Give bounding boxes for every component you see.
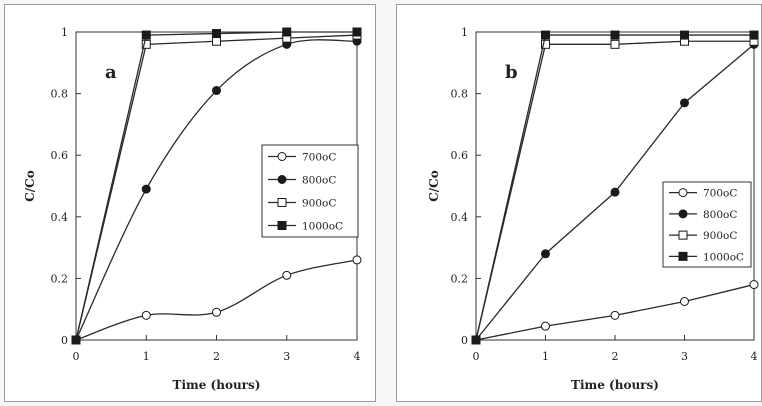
panel-b-series-0-point-2 [610, 310, 620, 320]
panel-a-series-line-1 [75, 39, 358, 341]
panel-a-y-tick-label: 0.2 [51, 272, 69, 285]
panel-b-y-tick-label: 0 [461, 334, 468, 347]
panel-b-series-3-point-1 [541, 30, 550, 40]
panel-a-y-axis-title: C/Co [23, 170, 37, 202]
panel-a-x-tick-label: 0 [73, 350, 80, 363]
panel-b-legend-label: 800oC [703, 209, 737, 221]
panel-a-legend-marker [277, 198, 287, 207]
panel-a-x-tick-label: 1 [143, 350, 150, 363]
panel-a-legend-label: 800oC [302, 175, 336, 187]
panel-b-series-2-point-1 [541, 39, 550, 49]
panel-a-legend-label: 900oC [302, 198, 336, 210]
panel-a-series-1-point-1 [141, 184, 151, 194]
panel-a-x-tick-label: 2 [213, 350, 220, 363]
panel-b-series-3-point-0 [471, 335, 481, 345]
panel-b-legend-label: 700oC [703, 188, 737, 200]
panel-a-series-3-point-1 [141, 30, 151, 40]
panel-a-series-1-point-2 [212, 86, 221, 96]
panel-b-y-tick-label: 0.4 [451, 211, 469, 224]
panel-b-series-2-point-2 [610, 39, 620, 49]
panel-b-legend-box [662, 181, 752, 268]
panel-b-x-tick-label: 2 [612, 350, 619, 363]
panel-b-y-tick-label: 1 [461, 26, 468, 39]
panel-b-legend-marker [678, 251, 688, 261]
panel-a-series-3-point-0 [71, 335, 81, 345]
panel-b-legend-marker [678, 209, 688, 219]
panel-a-series-3-point-2 [212, 29, 221, 39]
panel-a-y-tick-label: 0 [61, 334, 68, 347]
panel-b-series-1-point-3 [680, 98, 689, 108]
panel-b-y-tick-label: 0.8 [451, 88, 469, 101]
panel-b-series-3-point-4 [749, 30, 759, 40]
panel-b-x-tick-label: 0 [473, 350, 480, 363]
panel-a-series-2-point-2 [212, 36, 221, 46]
panel-a-legend-label: 1000oC [302, 221, 343, 233]
panel-a-series-3-point-4 [352, 27, 362, 37]
panel-a-legend-marker [277, 152, 287, 161]
panel-b-series-1-point-2 [610, 187, 620, 197]
panel-b-legend-marker [678, 188, 688, 198]
panel-b-x-axis-title: Time (hours) [571, 378, 659, 392]
panel-b-series-3-point-2 [610, 30, 620, 40]
panel-a-series-0-point-2 [212, 307, 221, 317]
panel-b-y-axis-title: C/Co [427, 170, 441, 202]
panel-a-series-3-point-3 [282, 27, 292, 37]
panel-b-y-tick-label: 0.2 [451, 272, 469, 285]
panel-a-y-tick-label: 0.6 [51, 149, 69, 162]
panel-b-series-3-point-3 [680, 30, 689, 40]
panel-b-x-tick-label: 3 [681, 350, 688, 363]
panel-b-series-0-point-4 [749, 280, 759, 290]
panel-a-x-axis-title: Time (hours) [173, 378, 261, 392]
panel-a-series-2-point-1 [141, 39, 151, 49]
panel-a-y-tick-label: 0.4 [51, 211, 69, 224]
panel-a-series-line-0 [75, 259, 358, 341]
panel-a-x-tick-label: 4 [354, 350, 361, 363]
panel-b-legend-label: 900oC [703, 230, 737, 242]
panel-b-legend-marker [678, 230, 688, 240]
panel-a-label: a [105, 62, 117, 83]
panel-b-y-tick-label: 0.6 [451, 149, 469, 162]
panel-b-legend-label: 1000oC [703, 251, 744, 263]
panel-b-label: b [505, 62, 518, 83]
panel-a-x-tick-label: 3 [283, 350, 290, 363]
panel-a-y-tick-label: 1 [61, 26, 68, 39]
panel-b-x-tick-label: 1 [542, 350, 549, 363]
panel-a-legend-marker [277, 175, 287, 184]
panel-a-series-0-point-1 [141, 310, 151, 320]
panel-b-series-0-point-1 [541, 321, 550, 331]
panel-a-y-tick-label: 0.8 [51, 88, 69, 101]
panel-a-series-0-point-3 [282, 270, 292, 280]
panel-a-legend-label: 700oC [302, 152, 336, 164]
panel-b-series-0-point-3 [680, 297, 689, 306]
panel-b-x-tick-label: 4 [751, 350, 758, 363]
panel-a-series-0-point-4 [352, 255, 362, 265]
panel-a-legend-marker [277, 221, 287, 230]
panel-b-series-1-point-1 [541, 249, 550, 259]
